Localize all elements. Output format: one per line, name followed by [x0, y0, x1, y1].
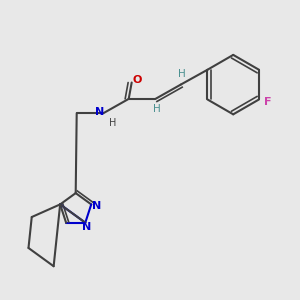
Text: H: H — [153, 104, 161, 114]
Text: N: N — [82, 222, 92, 232]
Text: N: N — [95, 107, 104, 117]
Text: H: H — [178, 69, 186, 79]
Text: H: H — [109, 118, 116, 128]
Text: F: F — [264, 98, 272, 107]
Text: N: N — [92, 201, 101, 211]
Text: O: O — [132, 75, 142, 85]
